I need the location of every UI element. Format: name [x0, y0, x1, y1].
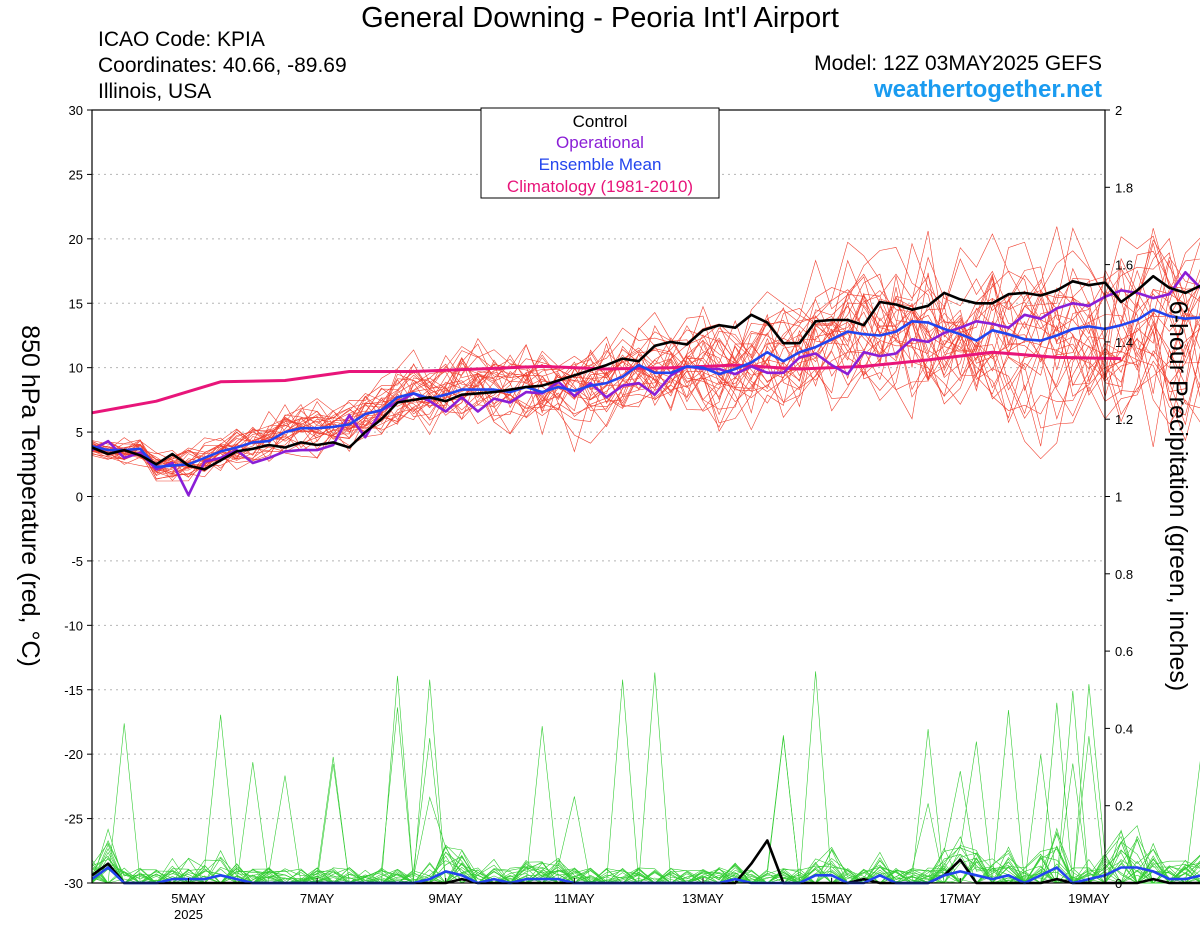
control-precip-line — [91, 839, 1200, 885]
x-tick-label: 13MAY — [682, 891, 724, 906]
precip-member-line — [92, 672, 1200, 884]
right-tick-label: 1.4 — [1115, 335, 1133, 350]
precip-member-line — [91, 762, 1200, 884]
icao-code: ICAO Code: KPIA — [98, 28, 265, 51]
temp-member-line — [91, 251, 1200, 466]
precip-member-line — [92, 709, 1200, 884]
precip-member-line — [91, 702, 1200, 884]
left-tick-label: -5 — [71, 554, 83, 569]
legend-climatology: Climatology (1981-2010) — [507, 177, 693, 196]
right-tick-label: 1.2 — [1115, 412, 1133, 427]
right-tick-label: 0.6 — [1115, 644, 1133, 659]
left-tick-label: 5 — [76, 425, 83, 440]
temp-member-line — [91, 226, 1200, 478]
precip-member-line — [91, 671, 1200, 884]
right-axis-title: 6-hour Precipitation (green, inches) — [1164, 301, 1192, 691]
brand-link[interactable]: weathertogether.net — [873, 76, 1102, 103]
precip-member-line — [92, 684, 1200, 884]
temp-member-line — [91, 256, 1200, 469]
right-tick-label: 0 — [1115, 876, 1122, 891]
legend-box — [480, 107, 720, 199]
temp-member-line — [91, 273, 1200, 471]
precip-member-line — [91, 729, 1200, 884]
right-tick-label: 1 — [1115, 490, 1122, 505]
left-tick-label: -10 — [64, 618, 83, 633]
precip-member-line — [91, 675, 1200, 884]
legend: Control Operational Ensemble Mean Climat… — [480, 107, 720, 199]
x-tick-label: 7MAY — [300, 891, 335, 906]
temp-member-line — [91, 243, 1200, 475]
precip-member-line — [91, 760, 1200, 884]
temp-member-line — [91, 273, 1200, 472]
temp-member-line — [91, 305, 1200, 477]
temp-member-line — [91, 239, 1200, 473]
ensemble-mean-temp-line — [91, 308, 1200, 469]
left-tick-label: 0 — [76, 490, 83, 505]
x-tick-label: 5MAY — [171, 891, 206, 906]
left-axis-title: 850 hPa Temperature (red, °C) — [16, 325, 44, 667]
right-axis-ticks: 2 1.8 1.6 1.4 1.2 1 0.8 0.6 0.4 0.2 0 — [1105, 103, 1133, 891]
temp-member-line — [91, 293, 1200, 481]
temp-member-line — [91, 268, 1200, 482]
left-tick-label: -15 — [64, 683, 83, 698]
left-tick-label: 25 — [69, 167, 83, 182]
x-tick-label: 15MAY — [811, 891, 853, 906]
legend-operational: Operational — [556, 133, 644, 152]
operational-temp-line — [91, 271, 1200, 497]
precip-member-line — [91, 679, 1200, 884]
precip-member-line — [91, 848, 1200, 884]
left-tick-label: 15 — [69, 296, 83, 311]
left-tick-label: -30 — [64, 876, 83, 891]
precip-ensemble-members — [91, 671, 1200, 884]
right-tick-label: 0.2 — [1115, 799, 1133, 814]
temp-member-line — [91, 247, 1200, 472]
precip-member-line — [91, 714, 1200, 884]
temp-ensemble-members — [91, 226, 1200, 482]
left-tick-label: 10 — [69, 361, 83, 376]
left-tick-label: 30 — [69, 103, 83, 118]
coordinates: Coordinates: 40.66, -89.69 — [98, 54, 347, 77]
region: Illinois, USA — [98, 80, 212, 103]
x-tick-label: 11MAY — [554, 891, 595, 906]
model-run: Model: 12Z 03MAY2025 GEFS — [814, 52, 1102, 75]
legend-ensemble-mean: Ensemble Mean — [539, 155, 662, 174]
climatology-temp-line — [91, 350, 1122, 415]
precip-member-line — [91, 853, 1200, 884]
x-tick-label: 9MAY — [429, 891, 464, 906]
x-tick-label: 19MAY — [1068, 891, 1110, 906]
chart-title: General Downing - Peoria Int'l Airport — [361, 2, 839, 34]
left-tick-label: 20 — [69, 232, 83, 247]
left-axis-ticks: 30 25 20 15 10 5 0 -5 -10 -15 -20 -25 -30 — [64, 103, 92, 891]
precip-member-line — [91, 679, 1200, 884]
x-tick-year: 2025 — [174, 907, 203, 922]
temp-member-line — [91, 227, 1200, 470]
left-tick-label: -25 — [64, 812, 83, 827]
x-tick-label: 17MAY — [939, 891, 981, 906]
right-tick-label: 0.8 — [1115, 567, 1133, 582]
temp-member-line — [91, 294, 1200, 462]
legend-control: Control — [573, 112, 628, 131]
temp-member-line — [91, 268, 1200, 470]
temp-member-line — [91, 290, 1200, 472]
temp-member-line — [91, 266, 1200, 467]
gridlines — [92, 173, 1105, 820]
right-tick-label: 2 — [1115, 103, 1122, 118]
precip-member-line — [91, 738, 1200, 884]
right-tick-label: 1.6 — [1115, 258, 1133, 273]
right-tick-label: 1.8 — [1115, 180, 1133, 195]
left-tick-label: -20 — [64, 747, 83, 762]
right-tick-label: 0.4 — [1115, 721, 1133, 736]
temp-member-line — [91, 237, 1200, 473]
control-temp-line — [91, 274, 1200, 471]
